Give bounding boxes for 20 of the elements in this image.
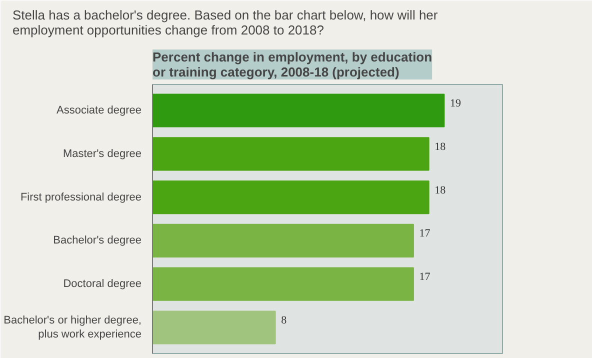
data-label: 8 (281, 314, 288, 326)
y-tick-label: First professional degree (20, 191, 142, 204)
bar (152, 224, 414, 258)
data-label: 19 (450, 98, 462, 110)
y-tick-label: Doctoral degree (63, 278, 142, 290)
bar (152, 180, 430, 214)
data-label: 17 (419, 228, 431, 240)
y-tick-label: Master's degree (62, 148, 142, 160)
text: Stella has a bachelor's degree. Based on the bar chart below, how will her employment opportunities change from 2008 to 2018? (12, 8, 438, 38)
chart-title: Percent change in employment, by education or training category, 2008-18 (projected) (152, 50, 432, 80)
y-tick-label: Bachelor's or higher degree, plus work experience (4, 314, 142, 341)
bar (152, 94, 445, 128)
bar (152, 137, 430, 171)
bar (152, 310, 276, 344)
data-label: 18 (434, 140, 446, 153)
data-label: 17 (419, 271, 431, 284)
bar (152, 267, 414, 301)
y-tick-label: Bachelor's degree (53, 234, 142, 247)
y-tick-label: Associate degree (56, 104, 142, 117)
data-label: 18 (434, 184, 446, 196)
